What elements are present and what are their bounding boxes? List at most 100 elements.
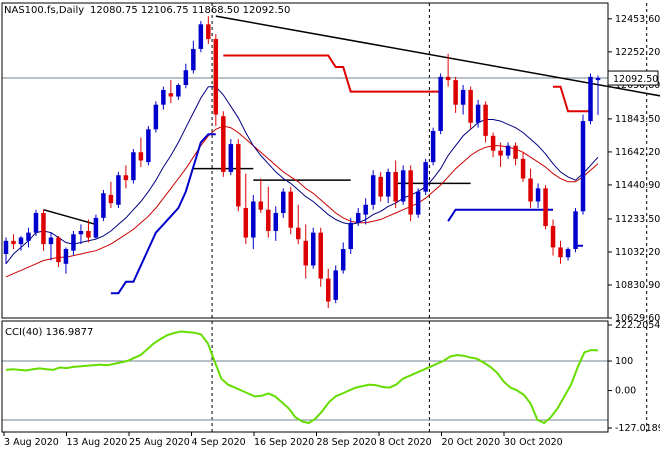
cci-panel-frame	[1, 320, 609, 433]
candle-body	[56, 237, 61, 263]
cci-title: CCI(40) 136.9877	[5, 327, 93, 338]
ohlc-readout: 12080.75 12106.75 11868.50 12092.50	[90, 5, 290, 16]
cci-tick-label: 100	[615, 356, 633, 367]
candle-body	[18, 237, 24, 245]
candle-body	[498, 150, 503, 156]
price-tick-label: 11843.50	[615, 114, 660, 125]
candle-body	[348, 222, 353, 250]
candle-body	[408, 170, 413, 215]
candle-body	[423, 162, 428, 192]
candle-body	[310, 232, 316, 266]
fast-ma-line	[5, 86, 599, 265]
candle-body	[206, 24, 211, 40]
candle-body	[318, 232, 323, 279]
candle-body	[550, 226, 556, 248]
price-tick-label: 11233.50	[615, 214, 660, 225]
candle-body	[325, 278, 331, 302]
candle-body	[176, 85, 181, 97]
candle-body	[161, 89, 166, 105]
blue-envelope-line	[110, 133, 583, 295]
candle-body	[543, 188, 548, 227]
candle-body	[138, 152, 144, 161]
candle-body	[333, 270, 338, 300]
candle-body	[400, 170, 406, 202]
candle-body	[213, 39, 219, 115]
red-envelope-line	[223, 54, 591, 113]
price-tick-label: 11440.90	[615, 180, 660, 191]
candle-body	[3, 240, 9, 254]
candle-body	[131, 152, 136, 181]
candle-body	[370, 175, 376, 205]
candle-body	[415, 191, 421, 215]
price-panel	[2, 3, 660, 432]
candle-body	[505, 145, 511, 156]
candle-body	[288, 191, 294, 228]
candle-body	[430, 130, 436, 163]
candle-body	[558, 247, 563, 258]
candle-body	[573, 211, 578, 250]
candle-body	[266, 209, 271, 231]
date-tick-label: 16 Sep 2020	[254, 437, 314, 448]
candle-body	[183, 70, 189, 86]
candle-body	[153, 104, 159, 130]
candle-body	[460, 89, 466, 105]
candle-body	[236, 144, 241, 207]
date-tick-label: 3 Aug 2020	[4, 437, 59, 448]
candle-body	[340, 249, 346, 271]
candle-body	[101, 193, 106, 218]
candle-body	[108, 194, 114, 204]
candle-body	[520, 158, 526, 179]
candle-body	[258, 201, 264, 210]
candle-body	[528, 178, 533, 202]
candle-body	[363, 204, 368, 215]
current-price-label: 12092.50	[613, 74, 658, 85]
candle-body	[48, 237, 54, 245]
cci-panel	[2, 330, 608, 425]
price-tick-label: 12453.60	[615, 14, 660, 25]
candle-body	[123, 175, 129, 181]
candle-body	[63, 249, 69, 264]
candle-body	[490, 135, 496, 151]
candle-body	[296, 227, 301, 240]
candle-body	[393, 171, 398, 202]
candle-body	[41, 212, 46, 245]
candle-body	[303, 240, 308, 266]
candle-body	[251, 201, 256, 238]
candle-body	[243, 208, 249, 238]
candle-body	[198, 24, 204, 49]
candle-body	[483, 104, 488, 136]
cci-tick-label: 0.00	[615, 386, 636, 397]
candle-body	[475, 104, 481, 123]
candle-body	[445, 76, 451, 81]
date-tick-label: 8 Oct 2020	[379, 437, 432, 448]
candle-body	[595, 77, 601, 81]
price-tick-label: 10830.90	[615, 280, 660, 291]
candle-body	[11, 240, 16, 245]
price-tick-label: 11642.20	[615, 147, 660, 158]
candle-body	[116, 175, 121, 205]
date-tick-label: 4 Sep 2020	[192, 437, 246, 448]
candle-body	[228, 144, 234, 172]
candle-body	[168, 93, 174, 97]
candle-body	[513, 145, 518, 159]
candle-body	[580, 121, 586, 212]
cci-line	[5, 330, 599, 425]
chart-title: NAS100.fs,Daily	[4, 5, 84, 16]
candle-body	[385, 171, 391, 197]
candle-body	[565, 249, 571, 258]
date-tick-label: 30 Oct 2020	[504, 437, 563, 448]
cci-tick-label: -127.0189	[615, 423, 660, 434]
price-tick-label: 12252.20	[615, 47, 660, 58]
date-tick-label: 25 Aug 2020	[129, 437, 190, 448]
candle-body	[378, 176, 383, 197]
candle-body	[588, 76, 593, 122]
date-tick-label: 28 Sep 2020	[317, 437, 377, 448]
price-panel-frame	[1, 2, 609, 319]
candle-body	[453, 80, 458, 105]
candle-body	[438, 76, 443, 131]
candle-body	[93, 217, 99, 238]
candle-body	[535, 188, 541, 202]
trend-line	[215, 15, 660, 97]
candle-body	[191, 48, 196, 71]
